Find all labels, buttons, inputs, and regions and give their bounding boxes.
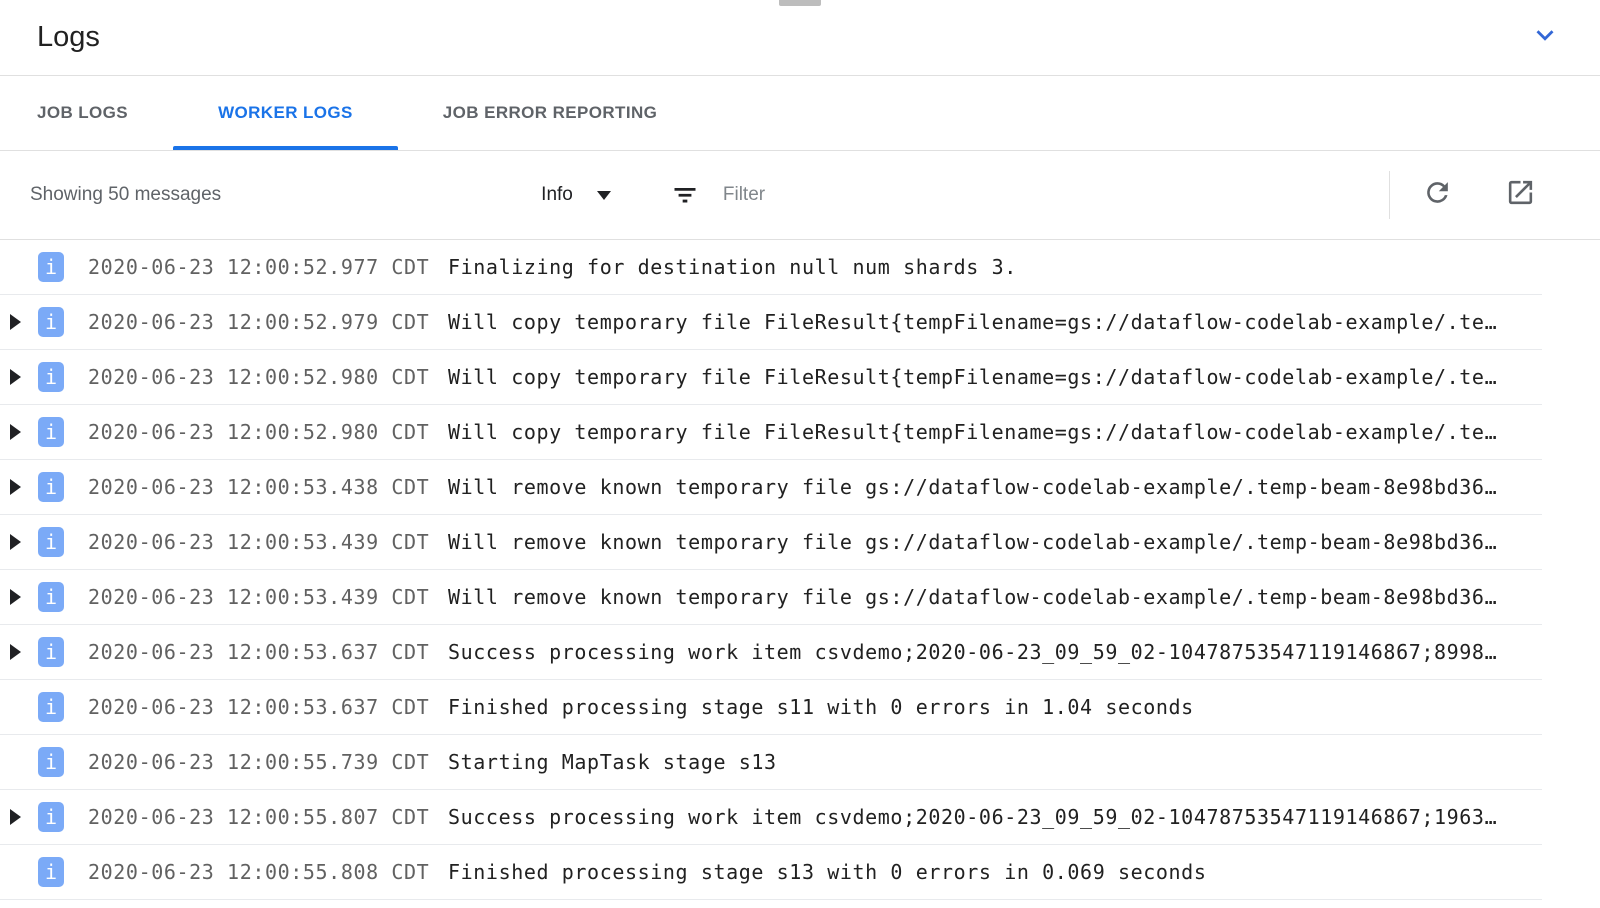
log-message: Will copy temporary file FileResult{temp… (448, 365, 1498, 389)
log-timestamp: 2020-06-23 12:00:55.808 CDT (88, 860, 430, 884)
log-timestamp: 2020-06-23 12:00:52.980 CDT (88, 420, 430, 444)
expand-arrow-box (10, 864, 38, 880)
info-severity-icon: i (38, 857, 64, 887)
log-timestamp: 2020-06-23 12:00:52.979 CDT (88, 310, 430, 334)
log-timestamp: 2020-06-23 12:00:52.980 CDT (88, 365, 430, 389)
info-severity-icon: i (38, 802, 64, 832)
filter-list-icon (671, 181, 699, 209)
expand-arrow-icon[interactable] (10, 534, 21, 550)
logs-header: Logs (0, 0, 1600, 76)
log-row: i 2020-06-23 12:00:52.980 CDT Will copy … (0, 405, 1542, 460)
log-message: Finished processing stage s13 with 0 err… (448, 860, 1207, 884)
severity-dropdown-value: Info (541, 184, 573, 205)
page-title: Logs (37, 21, 100, 53)
log-message: Success processing work item csvdemo;202… (448, 640, 1498, 664)
open-in-new-button[interactable] (1505, 177, 1536, 213)
log-timestamp: 2020-06-23 12:00:55.739 CDT (88, 750, 430, 774)
log-timestamp: 2020-06-23 12:00:52.977 CDT (88, 255, 430, 279)
expand-arrow-box (10, 369, 38, 385)
log-message: Will copy temporary file FileResult{temp… (448, 420, 1498, 444)
log-message: Will copy temporary file FileResult{temp… (448, 310, 1498, 334)
tab-job-error-reporting[interactable]: JOB ERROR REPORTING (442, 103, 658, 122)
log-row: i 2020-06-23 12:00:53.439 CDT Will remov… (0, 515, 1542, 570)
expand-arrow-icon[interactable] (10, 644, 21, 660)
logs-tab-bar: JOB LOGS WORKER LOGS JOB ERROR REPORTING (0, 76, 1600, 151)
toolbar-divider (1389, 171, 1390, 219)
info-severity-icon: i (38, 747, 64, 777)
log-message: Finished processing stage s11 with 0 err… (448, 695, 1194, 719)
collapse-panel-button[interactable] (1530, 23, 1560, 53)
chevron-down-icon (1532, 22, 1558, 53)
log-timestamp: 2020-06-23 12:00:53.438 CDT (88, 475, 430, 499)
expand-arrow-box (10, 314, 38, 330)
log-list: i 2020-06-23 12:00:52.977 CDT Finalizing… (0, 240, 1542, 900)
expand-arrow-box (10, 589, 38, 605)
info-severity-icon: i (38, 307, 64, 337)
panel-resize-handle[interactable] (779, 0, 821, 6)
expand-arrow-box (10, 534, 38, 550)
log-message: Will remove known temporary file gs://da… (448, 585, 1498, 609)
log-row: i 2020-06-23 12:00:55.808 CDT Finished p… (0, 845, 1542, 900)
log-message: Finalizing for destination null num shar… (448, 255, 1017, 279)
expand-arrow-box (10, 644, 38, 660)
open-in-new-icon (1505, 177, 1536, 213)
tab-worker-logs[interactable]: WORKER LOGS (173, 76, 398, 150)
log-row: i 2020-06-23 12:00:52.979 CDT Will copy … (0, 295, 1542, 350)
expand-arrow-icon[interactable] (10, 809, 21, 825)
dropdown-caret-icon (596, 190, 611, 200)
filter-field (671, 181, 1389, 209)
expand-arrow-box (10, 259, 38, 275)
log-timestamp: 2020-06-23 12:00:53.637 CDT (88, 640, 430, 664)
log-row: i 2020-06-23 12:00:55.739 CDT Starting M… (0, 735, 1542, 790)
log-row: i 2020-06-23 12:00:53.438 CDT Will remov… (0, 460, 1542, 515)
log-row: i 2020-06-23 12:00:52.980 CDT Will copy … (0, 350, 1542, 405)
log-message: Starting MapTask stage s13 (448, 750, 777, 774)
expand-arrow-icon[interactable] (10, 424, 21, 440)
log-row: i 2020-06-23 12:00:53.637 CDT Success pr… (0, 625, 1542, 680)
severity-dropdown[interactable]: Info (541, 184, 611, 206)
info-severity-icon: i (38, 252, 64, 282)
filter-input[interactable] (722, 184, 1389, 206)
refresh-icon (1422, 177, 1453, 213)
log-message: Will remove known temporary file gs://da… (448, 475, 1498, 499)
expand-arrow-icon[interactable] (10, 589, 21, 605)
logs-toolbar: Showing 50 messages Info (0, 151, 1600, 240)
expand-arrow-box (10, 479, 38, 495)
log-row: i 2020-06-23 12:00:52.977 CDT Finalizing… (0, 240, 1542, 295)
log-message: Success processing work item csvdemo;202… (448, 805, 1498, 829)
info-severity-icon: i (38, 637, 64, 667)
expand-arrow-icon[interactable] (10, 314, 21, 330)
log-row: i 2020-06-23 12:00:53.637 CDT Finished p… (0, 680, 1542, 735)
expand-arrow-box (10, 424, 38, 440)
expand-arrow-box (10, 699, 38, 715)
log-timestamp: 2020-06-23 12:00:53.439 CDT (88, 530, 430, 554)
log-timestamp: 2020-06-23 12:00:55.807 CDT (88, 805, 430, 829)
tab-job-logs[interactable]: JOB LOGS (37, 103, 129, 122)
expand-arrow-box (10, 809, 38, 825)
info-severity-icon: i (38, 417, 64, 447)
info-severity-icon: i (38, 582, 64, 612)
log-timestamp: 2020-06-23 12:00:53.637 CDT (88, 695, 430, 719)
expand-arrow-icon[interactable] (10, 369, 21, 385)
expand-arrow-box (10, 754, 38, 770)
message-count-status: Showing 50 messages (30, 184, 222, 205)
log-timestamp: 2020-06-23 12:00:53.439 CDT (88, 585, 430, 609)
info-severity-icon: i (38, 692, 64, 722)
info-severity-icon: i (38, 362, 64, 392)
info-severity-icon: i (38, 472, 64, 502)
log-message: Will remove known temporary file gs://da… (448, 530, 1498, 554)
refresh-button[interactable] (1422, 177, 1453, 213)
log-row: i 2020-06-23 12:00:53.439 CDT Will remov… (0, 570, 1542, 625)
expand-arrow-icon[interactable] (10, 479, 21, 495)
log-row: i 2020-06-23 12:00:55.807 CDT Success pr… (0, 790, 1542, 845)
info-severity-icon: i (38, 527, 64, 557)
